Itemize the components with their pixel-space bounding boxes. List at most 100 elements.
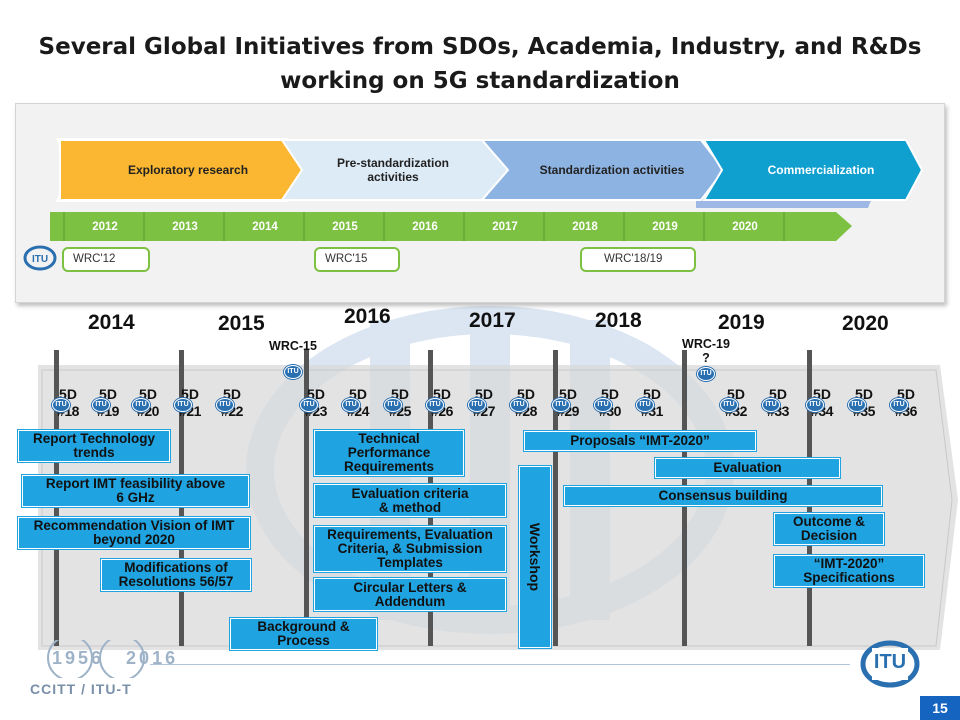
itu-icon: ITU xyxy=(552,398,570,412)
phase-panel: Exploratory research Pre-standardization… xyxy=(15,103,945,303)
top-year-2012: 2012 xyxy=(92,221,118,233)
timeline-year-2017: 2017 xyxy=(469,309,516,332)
meeting-group-label: 5D xyxy=(223,386,241,402)
anniversary-years: 1956 2016 xyxy=(52,648,179,668)
meeting-group-label: 5D xyxy=(769,386,787,402)
itu-icon: ITU xyxy=(848,398,866,412)
meeting-group-label: 5D xyxy=(855,386,873,402)
activity-outcome-decision: Outcome & Decision xyxy=(773,512,885,546)
itu-icon: ITU xyxy=(594,398,612,412)
itu-icon: ITU xyxy=(174,398,192,412)
timeline-year-2019: 2019 xyxy=(718,311,765,334)
itu-icon: ITU xyxy=(806,398,824,412)
phase-prestandard-label: Pre-standardization activities xyxy=(336,156,450,184)
itu-icon: ITU xyxy=(510,398,528,412)
phase-arrows xyxy=(50,138,924,241)
activity-modifications-resolutions: Modifications of Resolutions 56/57 xyxy=(100,558,252,592)
title-line-2: working on 5G standardization xyxy=(280,68,680,94)
meeting-group-label: 5D xyxy=(897,386,915,402)
itu-icon: ITU xyxy=(284,365,302,379)
meeting-group-label: 5D xyxy=(59,386,77,402)
top-year-2013: 2013 xyxy=(172,221,198,233)
activity-report-imt-feasibility: Report IMT feasibility above 6 GHz xyxy=(21,474,250,508)
itu-footer-logo-text: ITU xyxy=(873,651,907,673)
meeting-group-label: 5D xyxy=(813,386,831,402)
phase-commercial-label: Commercialization xyxy=(767,163,875,177)
itu-icon: ITU xyxy=(92,398,110,412)
activity-requirements-templates: Requirements, Evaluation Criteria, & Sub… xyxy=(313,525,507,573)
itu-icon: ITU xyxy=(762,398,780,412)
itu-icon: ITU xyxy=(636,398,654,412)
itu-icon: ITU xyxy=(426,398,444,412)
year-divider xyxy=(304,350,309,646)
wrc-18-19-tag: WRC'18/19 xyxy=(580,247,696,272)
meeting-group-label: 5D xyxy=(643,386,661,402)
top-year-2016: 2016 xyxy=(412,221,438,233)
itu-icon: ITU xyxy=(300,398,318,412)
top-year-2018: 2018 xyxy=(572,221,598,233)
page-number: 15 xyxy=(920,696,960,720)
activity-evaluation-criteria: Evaluation criteria & method xyxy=(313,483,507,518)
phase-standard-arrow xyxy=(479,139,726,201)
top-year-2017: 2017 xyxy=(492,221,518,233)
activity-background-process: Background & Process xyxy=(229,617,378,651)
meeting-group-label: 5D xyxy=(307,386,325,402)
meeting-group-label: 5D xyxy=(181,386,199,402)
wrc-12-tag: WRC'12 xyxy=(62,247,150,272)
wrc-15-marker: WRC-15 xyxy=(269,339,317,353)
timeline-year-2020: 2020 xyxy=(842,312,889,335)
top-year-2019: 2019 xyxy=(652,221,678,233)
svg-text:ITU: ITU xyxy=(32,254,48,265)
itu-footer-logo-icon xyxy=(860,640,920,688)
meeting-group-label: 5D xyxy=(727,386,745,402)
meeting-group-label: 5D xyxy=(433,386,451,402)
meeting-group-label: 5D xyxy=(139,386,157,402)
activity-evaluation: Evaluation xyxy=(654,457,841,479)
itu-icon: ITU xyxy=(468,398,486,412)
itu-icon: ITU xyxy=(720,398,738,412)
itu-icon: ITU xyxy=(697,367,715,381)
meeting-group-label: 5D xyxy=(517,386,535,402)
year-strip xyxy=(50,212,852,241)
activity-proposals-imt2020: Proposals “IMT-2020” xyxy=(523,430,757,452)
title-line-1: Several Global Initiatives from SDOs, Ac… xyxy=(38,34,922,60)
meeting-marker: 5D #28 xyxy=(506,387,546,419)
timeline-year-2015: 2015 xyxy=(218,312,265,335)
activity-circular-letters: Circular Letters & Addendum xyxy=(313,577,507,612)
activity-report-technology-trends: Report Technology trends xyxy=(17,429,171,463)
wrc-15-tag: WRC'15 xyxy=(314,247,400,272)
itu-logo-icon: ITU xyxy=(23,245,57,271)
anniversary-logo-icon xyxy=(47,640,145,678)
itu-icon: ITU xyxy=(342,398,360,412)
activity-consensus-building: Consensus building xyxy=(563,485,883,507)
meeting-group-label: 5D xyxy=(559,386,577,402)
phase-standard-label: Standardization activities xyxy=(539,163,685,177)
wrc-19-marker: WRC-19 ? xyxy=(682,337,730,365)
year-divider xyxy=(553,350,558,646)
meeting-group-label: 5D xyxy=(391,386,409,402)
itu-icon: ITU xyxy=(132,398,150,412)
meeting-group-label: 5D xyxy=(349,386,367,402)
footer-rule xyxy=(150,664,850,665)
meeting-group-label: 5D xyxy=(475,386,493,402)
top-year-2020: 2020 xyxy=(732,221,758,233)
phase-exploratory-label: Exploratory research xyxy=(127,163,249,177)
activity-recommendation-vision: Recommendation Vision of IMT beyond 2020 xyxy=(17,516,251,550)
activity-workshop: Workshop xyxy=(518,465,552,649)
meeting-group-label: 5D xyxy=(601,386,619,402)
slide-title: Several Global Initiatives from SDOs, Ac… xyxy=(0,30,960,98)
top-year-2015: 2015 xyxy=(332,221,358,233)
timeline-year-2016: 2016 xyxy=(344,305,391,328)
top-year-2014: 2014 xyxy=(252,221,278,233)
itu-icon: ITU xyxy=(216,398,234,412)
activity-imt2020-specifications: “IMT-2020” Specifications xyxy=(773,554,925,588)
ccitt-itu-t-logo: CCITT / ITU-T xyxy=(30,681,132,697)
itu-icon: ITU xyxy=(890,398,908,412)
meeting-group-label: 5D xyxy=(99,386,117,402)
meeting-marker: 5D #23 xyxy=(296,387,336,419)
itu-icon: ITU xyxy=(52,398,70,412)
workshop-label: Workshop xyxy=(527,522,543,592)
timeline-year-2014: 2014 xyxy=(88,311,135,334)
